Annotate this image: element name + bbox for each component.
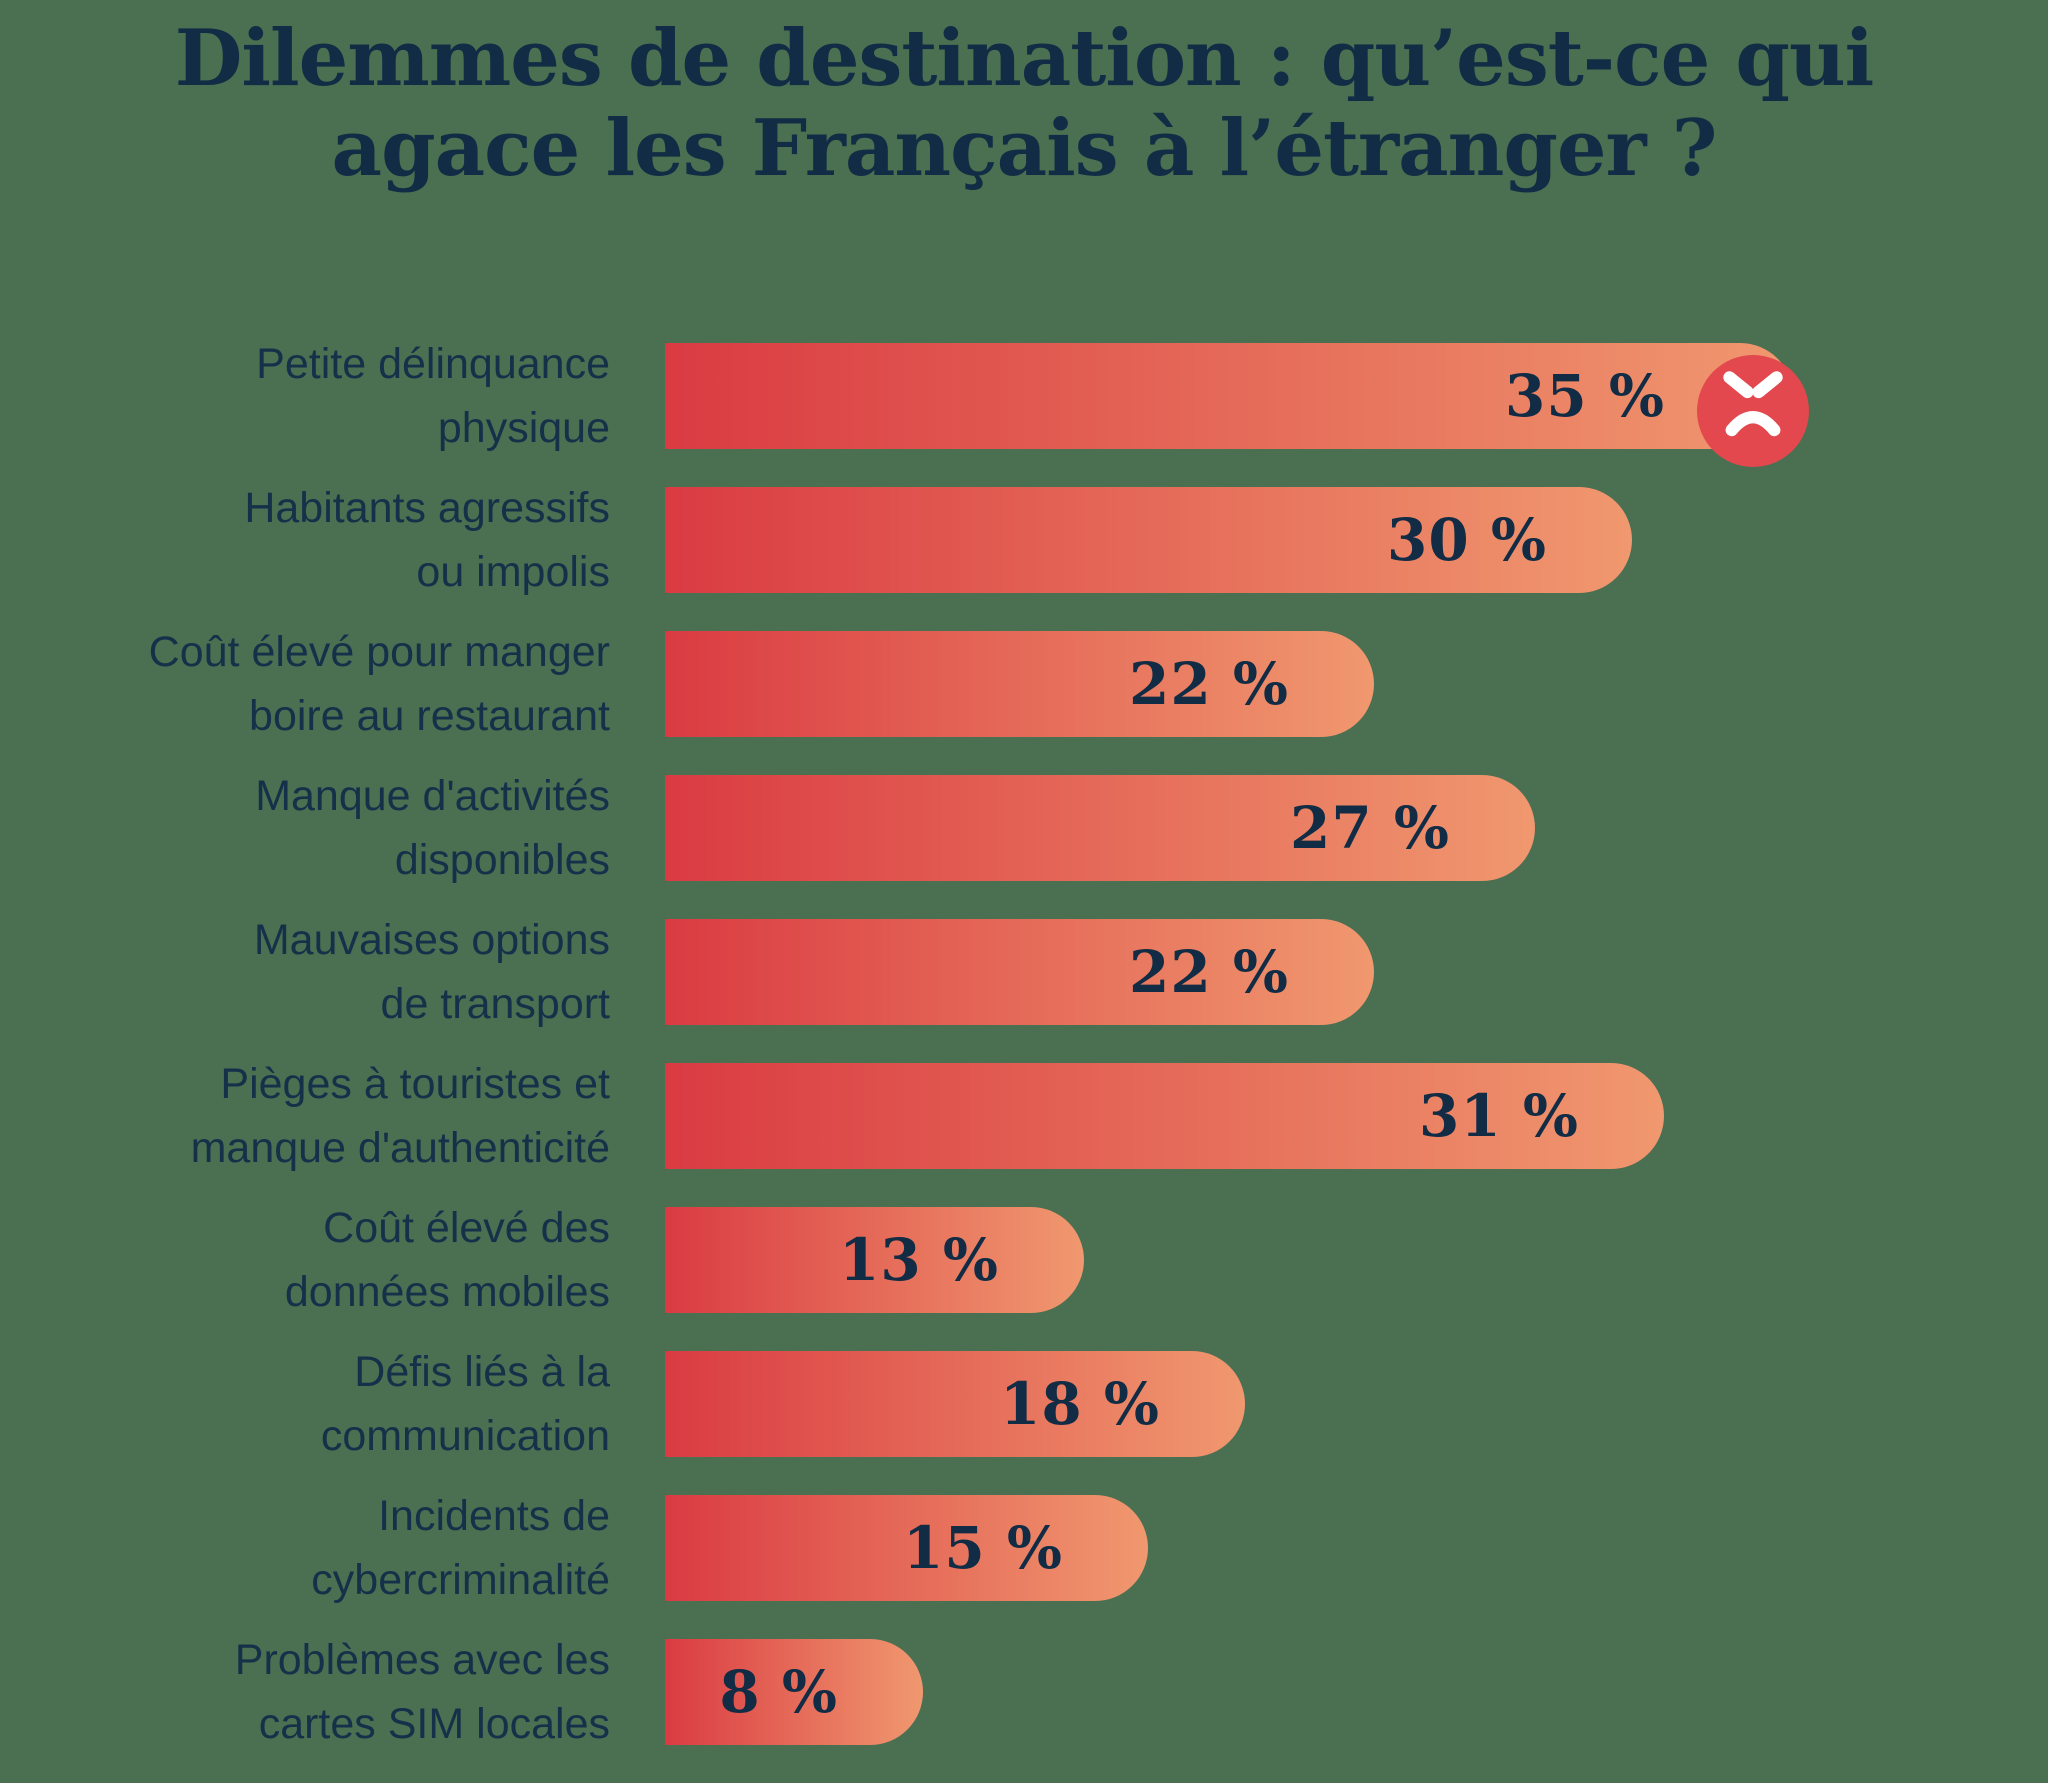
bar-label: Coût élevé pour manger boire au restaura… — [148, 627, 610, 741]
bar-label: Manque d'activités disponibles — [255, 771, 610, 885]
bar: 8 % — [665, 1639, 923, 1745]
value-label: 22 % — [1128, 938, 1289, 1006]
bar-area: 31 % — [665, 1063, 2048, 1169]
bar: 18 % — [665, 1351, 1245, 1457]
value-label: 15 % — [902, 1514, 1063, 1582]
page-title: Dilemmes de destination : qu’est-ce qui … — [174, 13, 1875, 195]
chart-row: Coût élevé des données mobiles 13 % — [0, 1204, 2048, 1316]
bar-label: Petite délinquance physique — [256, 339, 610, 453]
bar: 30 % — [665, 487, 1632, 593]
bar-area: 18 % — [665, 1351, 2048, 1457]
bar: 15 % — [665, 1495, 1148, 1601]
bar: 22 % — [665, 631, 1374, 737]
bar-label: Coût élevé des données mobiles — [284, 1203, 610, 1317]
value-label: 22 % — [1128, 650, 1289, 718]
bar-chart: Petite délinquance physique 35 % Habitan… — [0, 340, 2048, 1783]
bar-label: Mauvaises options de transport — [253, 915, 610, 1029]
chart-row: Problèmes avec les cartes SIM locales 8 … — [0, 1636, 2048, 1748]
bar-area: 35 % — [665, 343, 2048, 467]
chart-row: Pièges à touristes et manque d'authentic… — [0, 1060, 2048, 1172]
value-label: 13 % — [838, 1226, 999, 1294]
bar-area: 30 % — [665, 487, 2048, 593]
bar: 31 % — [665, 1063, 1664, 1169]
value-label: 18 % — [999, 1370, 1160, 1438]
bar-area: 13 % — [665, 1207, 2048, 1313]
chart-row: Coût élevé pour manger boire au restaura… — [0, 628, 2048, 740]
bar-area: 27 % — [665, 775, 2048, 881]
value-label: 30 % — [1386, 506, 1547, 574]
chart-row: Manque d'activités disponibles 27 % — [0, 772, 2048, 884]
bar-label: Problèmes avec les cartes SIM locales — [234, 1635, 610, 1749]
bar: 35 % — [665, 343, 1809, 467]
bar-label: Pièges à touristes et manque d'authentic… — [190, 1059, 610, 1173]
chart-row: Mauvaises options de transport 22 % — [0, 916, 2048, 1028]
chart-row: Petite délinquance physique 35 % — [0, 340, 2048, 467]
bar-area: 8 % — [665, 1639, 2048, 1745]
bar-label: Habitants agressifs ou impolis — [244, 483, 610, 597]
bar-area: 22 % — [665, 631, 2048, 737]
bar: 27 % — [665, 775, 1535, 881]
chart-row: Incidents de cybercriminalité 15 % — [0, 1492, 2048, 1604]
value-label: 27 % — [1289, 794, 1450, 862]
bar-area: 22 % — [665, 919, 2048, 1025]
angry-face-icon — [1697, 355, 1809, 467]
bar: 13 % — [665, 1207, 1084, 1313]
bar-label: Défis liés à la communication — [320, 1347, 610, 1461]
value-label: 31 % — [1418, 1082, 1579, 1150]
chart-row: Défis liés à la communication 18 % — [0, 1348, 2048, 1460]
value-label: 8 % — [719, 1658, 838, 1726]
bar-label: Incidents de cybercriminalité — [311, 1491, 610, 1605]
chart-row: Habitants agressifs ou impolis 30 % — [0, 484, 2048, 596]
bar-area: 15 % — [665, 1495, 2048, 1601]
value-label: 35 % — [1504, 362, 1665, 430]
bar: 22 % — [665, 919, 1374, 1025]
